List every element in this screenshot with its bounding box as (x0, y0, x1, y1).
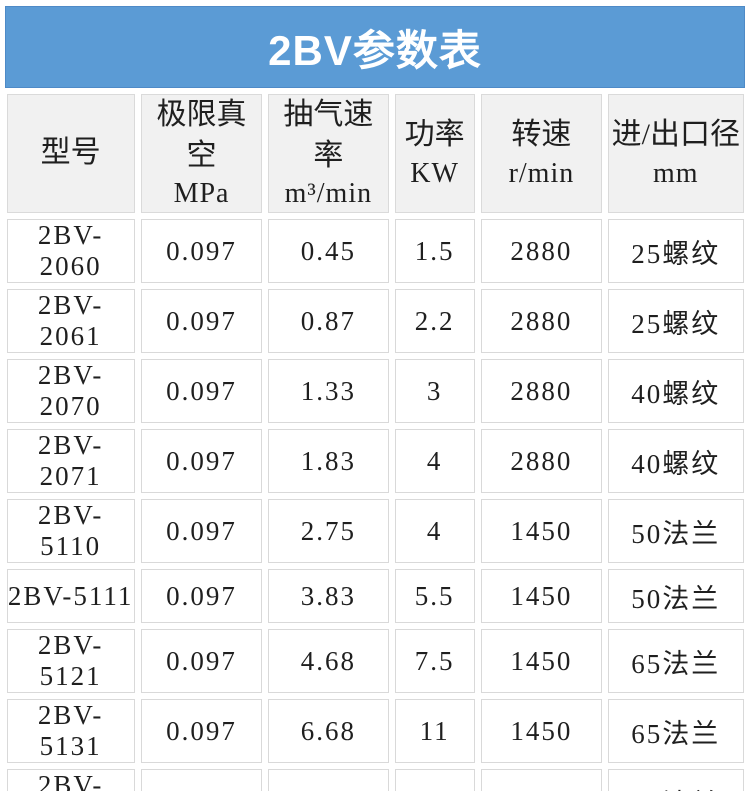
value-cell: 3.83 (268, 569, 389, 624)
value-cell: 2880 (480, 289, 603, 354)
value-cell: 1.83 (268, 429, 389, 494)
value-cell: 0.097 (140, 289, 263, 354)
value-cell: 0.097 (140, 569, 263, 624)
value-cell: 2880 (480, 359, 603, 424)
column-header-label: 极限真空 (156, 98, 247, 172)
value-cell: 80法兰 (608, 769, 744, 791)
value-cell: 0.097 (140, 219, 263, 284)
value-cell: 4 (394, 429, 475, 494)
value-cell: 15 (394, 769, 475, 791)
value-cell: 2880 (480, 219, 603, 284)
model-cell: 2BV-5161 (6, 769, 135, 791)
model-cell: 2BV-2070 (6, 359, 135, 424)
table-row: 2BV-5110 0.097 2.75 4 1450 50法兰 (6, 499, 744, 564)
column-header-unit: KW (410, 157, 459, 189)
value-cell: 7.5 (394, 629, 475, 694)
value-cell: 50法兰 (608, 569, 744, 624)
title-banner: 2BV参数表 (5, 6, 745, 88)
column-header-unit: MPa (173, 178, 230, 209)
value-cell: 1450 (480, 499, 603, 564)
value-cell: 6.68 (268, 699, 389, 764)
value-cell: 5.5 (394, 569, 475, 624)
parameters-table: 型号 极限真空 MPa 抽气速率 m³/min 功率 KW 转速 r/min 进/出口径 mm 2B… (1, 88, 750, 791)
column-header-label: 功率 (404, 118, 465, 152)
header-row: 型号 极限真空 MPa 抽气速率 m³/min 功率 KW 转速 r/min 进/出口径 mm (6, 94, 744, 214)
column-header-5: 进/出口径 mm (608, 94, 744, 214)
value-cell: 2880 (480, 429, 603, 494)
table-row: 2BV-2071 0.097 1.83 4 2880 40螺纹 (6, 429, 744, 494)
column-header-0: 型号 (6, 94, 135, 214)
value-cell: 25螺纹 (608, 289, 744, 354)
column-header-label: 型号 (40, 136, 101, 170)
model-cell: 2BV-2071 (6, 429, 135, 494)
model-cell: 2BV-5110 (6, 499, 135, 564)
value-cell: 4.68 (268, 629, 389, 694)
value-cell: 11 (394, 699, 475, 764)
model-cell: 2BV-5121 (6, 629, 135, 694)
value-cell: 1450 (480, 699, 603, 764)
model-cell: 2BV-2061 (6, 289, 135, 354)
table-row: 2BV-51610.0978.31597080法兰 (6, 769, 744, 791)
model-cell: 2BV-5131 (6, 699, 135, 764)
model-cell: 2BV-2060 (6, 219, 135, 284)
value-cell: 50法兰 (608, 499, 744, 564)
value-cell: 2.75 (268, 499, 389, 564)
value-cell: 0.87 (268, 289, 389, 354)
table-row: 2BV-2070 0.097 1.33 3 2880 40螺纹 (6, 359, 744, 424)
value-cell: 0.45 (268, 219, 389, 284)
value-cell: 0.097 (140, 629, 263, 694)
column-header-label: 进/出口径 (611, 118, 740, 152)
table-body: 2BV-2060 0.097 0.45 1.5 2880 25螺纹 2BV-2061 0.09… (6, 219, 744, 791)
table-row: 2BV-2061 0.097 0.87 2.2 2880 25螺纹 (6, 289, 744, 354)
table-row: 2BV-5111 0.097 3.83 5.5 1450 50法兰 (6, 569, 744, 624)
column-header-unit: r/min (508, 157, 575, 189)
value-cell: 25螺纹 (608, 219, 744, 284)
value-cell: 0.097 (140, 499, 263, 564)
value-cell: 0.097 (140, 699, 263, 764)
value-cell: 0.097 (140, 769, 263, 791)
value-cell: 40螺纹 (608, 359, 744, 424)
value-cell: 65法兰 (608, 699, 744, 764)
value-cell: 40螺纹 (608, 429, 744, 494)
column-header-4: 转速 r/min (480, 94, 603, 214)
value-cell: 8.3 (268, 769, 389, 791)
value-cell: 65法兰 (608, 629, 744, 694)
table-row: 2BV-5131 0.097 6.68 11 1450 65法兰 (6, 699, 744, 764)
table-row: 2BV-5121 0.097 4.68 7.5 1450 65法兰 (6, 629, 744, 694)
column-header-2: 抽气速率 m³/min (268, 94, 389, 214)
column-header-3: 功率 KW (394, 94, 475, 214)
value-cell: 1.5 (394, 219, 475, 284)
value-cell: 970 (480, 769, 603, 791)
page-title: 2BV参数表 (268, 26, 482, 74)
column-header-unit: mm (653, 157, 699, 189)
table-row: 2BV-2060 0.097 0.45 1.5 2880 25螺纹 (6, 219, 744, 284)
value-cell: 4 (394, 499, 475, 564)
value-cell: 2.2 (394, 289, 475, 354)
column-header-label: 转速 (511, 118, 572, 152)
value-cell: 1.33 (268, 359, 389, 424)
value-cell: 0.097 (140, 359, 263, 424)
value-cell: 0.097 (140, 429, 263, 494)
value-cell: 1450 (480, 629, 603, 694)
model-cell: 2BV-5111 (6, 569, 135, 624)
column-header-unit: m³/min (284, 178, 373, 209)
column-header-label: 抽气速率 (283, 98, 374, 172)
value-cell: 1450 (480, 569, 603, 624)
value-cell: 3 (394, 359, 475, 424)
column-header-1: 极限真空 MPa (140, 94, 263, 214)
